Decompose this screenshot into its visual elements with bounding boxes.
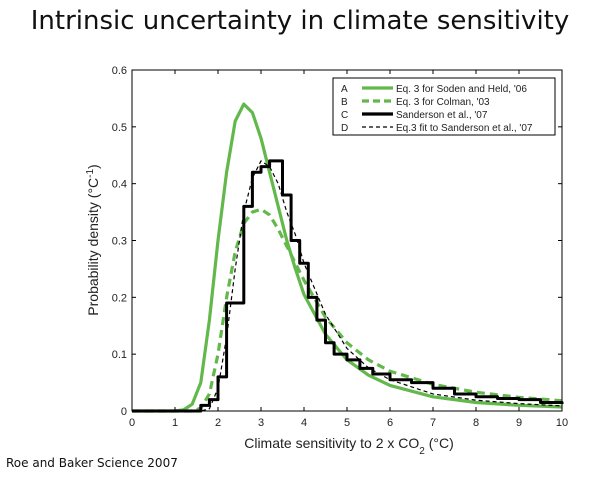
x-axis-label: Climate sensitivity to 2 x CO2 (°C) xyxy=(244,435,454,457)
legend-key-c: C xyxy=(341,110,348,121)
series-line-d xyxy=(132,160,563,412)
x-tick-label: 2 xyxy=(215,417,221,429)
y-axis-label-close: ) xyxy=(85,164,101,169)
x-tick-label: 4 xyxy=(301,417,307,429)
series-line-b xyxy=(132,207,563,413)
y-tick-label: 0.3 xyxy=(112,236,127,248)
y-axis-label: Probability density (°C-1) xyxy=(85,164,102,315)
legend-key-b: B xyxy=(341,97,348,108)
legend-label-d: Eq.3 fit to Sanderson et al., '07 xyxy=(396,123,533,134)
legend-entry-c: C Sanderson et al., '07 xyxy=(341,110,488,121)
x-axis-label-sub: 2 xyxy=(419,446,425,457)
legend-label-b: Eq. 3 for Colman, '03 xyxy=(396,97,490,108)
y-tick-label: 0.1 xyxy=(112,349,127,361)
axes-layer: 0 1 2 3 4 5 6 7 8 9 10 0 0.1 0.2 0.3 0.4 0.5 0.6 xyxy=(112,65,568,429)
legend-key-d: D xyxy=(341,123,348,134)
x-tick-label: 9 xyxy=(516,417,522,429)
x-tick-label: 3 xyxy=(258,417,264,429)
y-tick-label: 0 xyxy=(121,406,127,418)
legend-key-a: A xyxy=(341,84,348,95)
x-tick-label: 1 xyxy=(172,417,178,429)
x-tick-label: 0 xyxy=(129,417,135,429)
x-tick-label: 5 xyxy=(344,417,350,429)
slide-title: Intrinsic uncertainty in climate sensiti… xyxy=(30,6,570,36)
citation-credit: Roe and Baker Science 2007 xyxy=(6,456,178,470)
legend: A Eq. 3 for Soden and Held, '06 B Eq. 3 … xyxy=(332,77,556,136)
y-axis-label-text: Probability density (°C xyxy=(85,178,101,316)
series-line-c xyxy=(132,159,564,413)
x-tick-label: 7 xyxy=(430,417,436,429)
x-tick-label: 10 xyxy=(556,417,568,429)
x-axis-label-unit: (°C) xyxy=(425,435,454,451)
legend-entry-a: A Eq. 3 for Soden and Held, '06 xyxy=(341,84,527,95)
y-tick-label: 0.6 xyxy=(112,65,127,77)
series-layer xyxy=(132,102,564,413)
legend-label-a: Eq. 3 for Soden and Held, '06 xyxy=(396,84,527,95)
y-tick-label: 0.5 xyxy=(112,122,127,134)
x-tick-label: 6 xyxy=(387,417,393,429)
legend-entry-b: B Eq. 3 for Colman, '03 xyxy=(341,97,490,108)
legend-label-c: Sanderson et al., '07 xyxy=(396,110,488,121)
y-tick-label: 0.4 xyxy=(112,179,127,191)
x-tick-label: 8 xyxy=(473,417,479,429)
x-axis-label-text: Climate sensitivity to 2 x CO xyxy=(244,435,419,451)
series-line-a xyxy=(132,102,563,413)
y-axis-label-sup: -1 xyxy=(85,169,96,178)
y-tick-label: 0.2 xyxy=(112,292,127,304)
legend-entry-d: D Eq.3 fit to Sanderson et al., '07 xyxy=(341,123,533,134)
